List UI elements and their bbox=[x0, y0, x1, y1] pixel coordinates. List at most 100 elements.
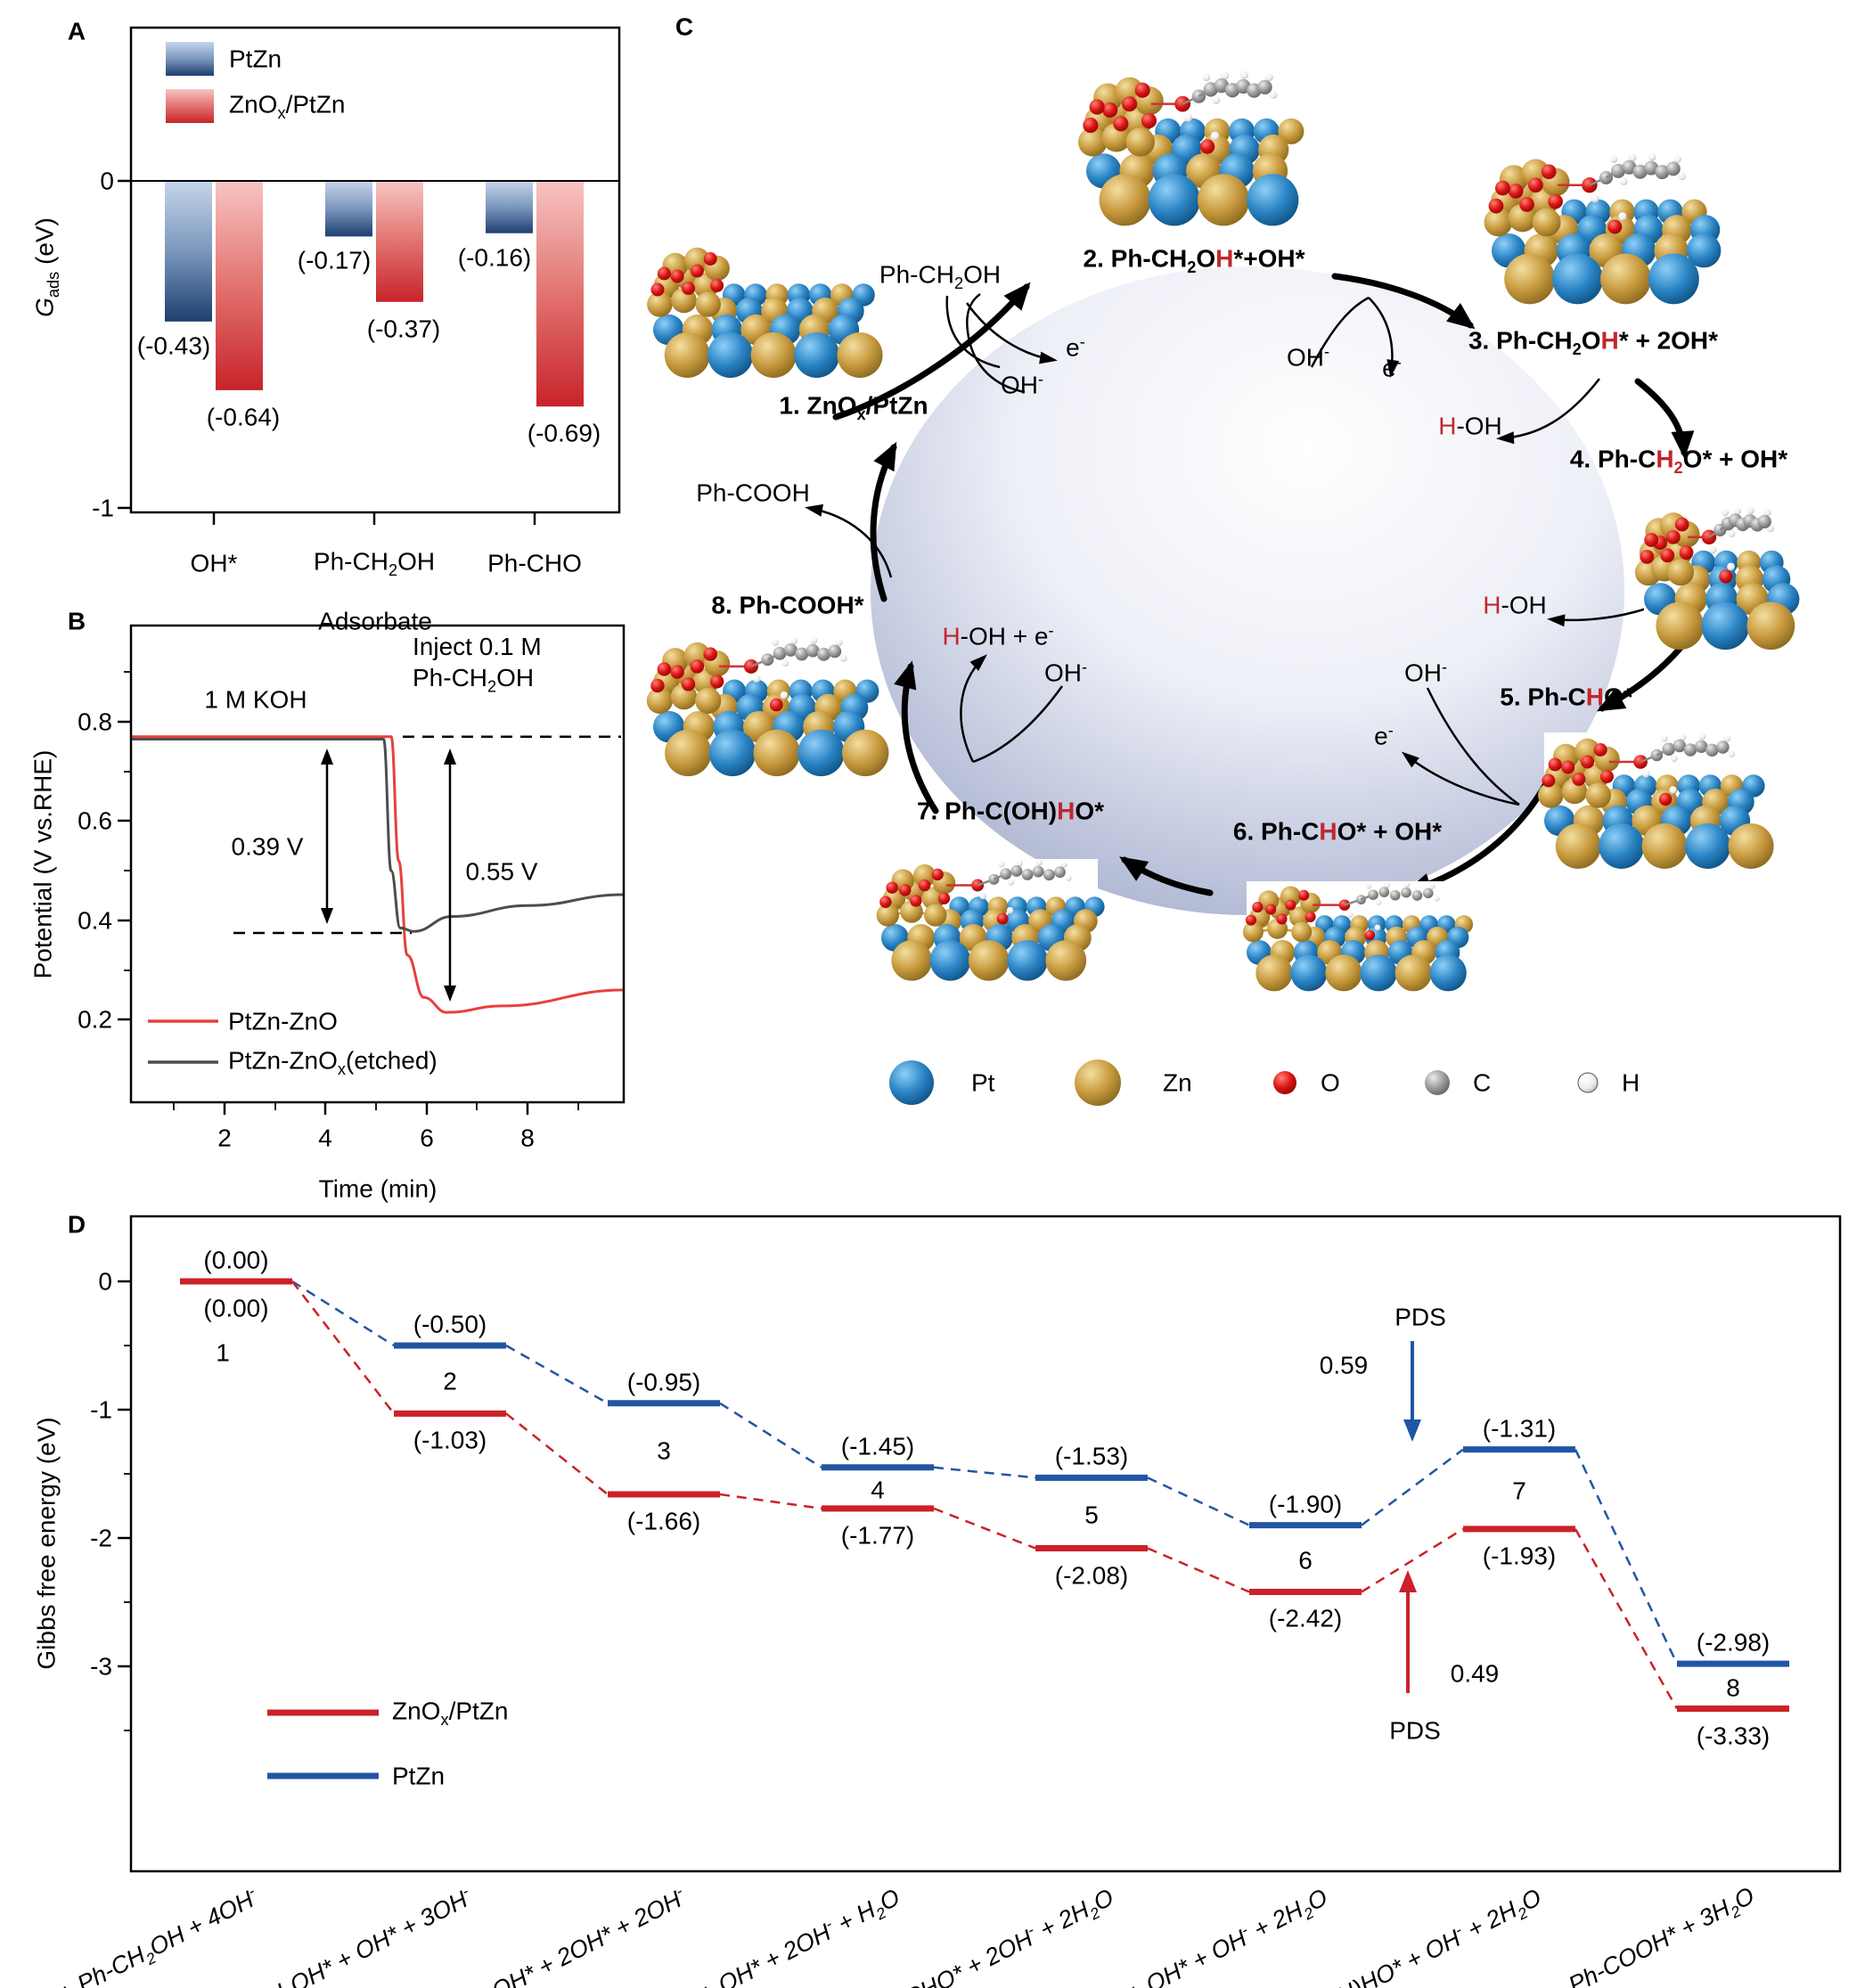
c-species-hydroxide-7: OH- bbox=[1043, 658, 1088, 687]
c-step-7-label: 7. Ph-C(OH)HO* bbox=[916, 797, 1105, 825]
slab-step-6 bbox=[1242, 881, 1474, 992]
slab-step-2 bbox=[1078, 70, 1305, 226]
panel-d-letter: D bbox=[67, 1210, 86, 1239]
panel-d-levels bbox=[180, 1278, 1789, 1713]
d-value-ptzn: (-0.95) bbox=[626, 1368, 701, 1396]
d-connector-PtZn bbox=[1574, 1449, 1679, 1665]
a-bar-value-znox-ptzn: (-0.64) bbox=[206, 403, 281, 431]
b-curve-PtZn-ZnO bbox=[132, 735, 624, 1014]
b-x-axis-title: Time (min) bbox=[318, 1174, 438, 1203]
a-bar-value-ptzn: (-0.43) bbox=[136, 331, 211, 360]
atom-legend-spheres bbox=[889, 1059, 1599, 1106]
slab-step-1 bbox=[647, 241, 883, 378]
d-ytick: -1 bbox=[90, 1395, 112, 1424]
a-ytick-neg1: -1 bbox=[92, 494, 114, 522]
panel-d-minor-ticks bbox=[124, 1345, 131, 1731]
c-species-electron-5: e- bbox=[1374, 721, 1394, 750]
atom-sphere-H bbox=[1577, 1072, 1599, 1093]
c-species-electron-2: e- bbox=[1382, 353, 1402, 382]
atom-sphere-C bbox=[1425, 1070, 1450, 1095]
d-connector-PtZn bbox=[933, 1466, 1036, 1479]
d-value-znox-ptzn: (-2.42) bbox=[1268, 1604, 1343, 1632]
d-step-number: 7 bbox=[1512, 1477, 1526, 1505]
d-pds-label-znox-ptzn: PDS bbox=[1389, 1716, 1441, 1745]
c-atom-label-Pt: Pt bbox=[971, 1068, 995, 1097]
catalytic-cycle-circle bbox=[871, 266, 1624, 915]
d-pds-value-ptzn: 0.59 bbox=[1319, 1351, 1369, 1379]
bar-znox-ptzn-Ph-CHO bbox=[536, 181, 584, 407]
a-y-axis-title: Gads (eV) bbox=[30, 217, 62, 317]
a-legend-label-znox-ptzn: ZnOx/PtZn bbox=[229, 90, 346, 122]
b-ytick: 0.2 bbox=[78, 1005, 112, 1034]
atom-sphere-Pt bbox=[889, 1060, 934, 1105]
b-ytick: 0.6 bbox=[78, 806, 112, 835]
d-connector-PtZn bbox=[1361, 1448, 1464, 1526]
b-xtick: 8 bbox=[520, 1124, 535, 1152]
panel-b-major-ticks bbox=[118, 720, 529, 1115]
a-bar-value-ptzn: (-0.17) bbox=[297, 246, 372, 274]
panel-c-graphics bbox=[646, 70, 1800, 1106]
c-step-1-label: 1. ZnOx/PtZn bbox=[779, 391, 928, 423]
a-ytick-0: 0 bbox=[100, 167, 114, 195]
legend-swatch-ptzn bbox=[166, 42, 214, 76]
slab-step-4 bbox=[1634, 506, 1800, 650]
atom-sphere-Zn bbox=[1075, 1059, 1121, 1106]
c-species-water-3: H-OH bbox=[1438, 412, 1502, 440]
bar-ptzn-OH* bbox=[165, 181, 212, 322]
catalyst-slab-images bbox=[646, 70, 1800, 992]
b-curve-PtZn-ZnOx(etched) bbox=[132, 738, 624, 933]
d-y-axis-title: Gibbs free energy (eV) bbox=[32, 1417, 61, 1670]
d-value-ptzn: (-1.45) bbox=[840, 1432, 915, 1460]
d-pds-label-ptzn: PDS bbox=[1395, 1303, 1446, 1331]
slab-step-3 bbox=[1484, 152, 1722, 305]
panel-b-letter: B bbox=[67, 607, 86, 635]
c-step-6-label: 6. Ph-CHO* + OH* bbox=[1232, 817, 1443, 846]
b-y-axis-title: Potential (V vs.RHE) bbox=[29, 749, 57, 979]
d-pds-value-znox-ptzn: 0.49 bbox=[1450, 1659, 1500, 1688]
d-connector-ZnOx/PtZn bbox=[1147, 1547, 1250, 1593]
c-step-5-label: 5. Ph-CHO* bbox=[1500, 683, 1633, 711]
c-atom-label-O: O bbox=[1321, 1068, 1340, 1097]
bar-znox-ptzn-Ph-CH₂OH bbox=[376, 181, 423, 302]
b-xtick: 4 bbox=[318, 1124, 332, 1152]
d-value-ptzn: (-1.90) bbox=[1268, 1490, 1343, 1518]
d-step-number: 3 bbox=[657, 1436, 671, 1465]
d-connector-PtZn bbox=[1147, 1477, 1250, 1526]
d-value-znox-ptzn: (-3.33) bbox=[1696, 1722, 1771, 1750]
panel-a-ticks bbox=[118, 179, 536, 525]
b-arrow-value-right: 0.55 V bbox=[465, 857, 538, 886]
c-atom-label-Zn: Zn bbox=[1163, 1068, 1192, 1097]
c-atom-label-H: H bbox=[1622, 1068, 1640, 1097]
slab-step-7 bbox=[876, 859, 1105, 981]
d-connector-ZnOx/PtZn bbox=[505, 1412, 609, 1496]
a-bar-value-znox-ptzn: (-0.37) bbox=[366, 315, 441, 343]
panel-b-graphics bbox=[118, 624, 626, 1115]
d-connector-ZnOx/PtZn bbox=[719, 1493, 822, 1510]
d-ytick: -3 bbox=[90, 1652, 112, 1681]
d-value-znox-ptzn: (0.00) bbox=[203, 1294, 269, 1322]
a-legend-label-ptzn: PtZn bbox=[229, 45, 282, 73]
c-species-hydroxide-5: OH- bbox=[1403, 658, 1448, 687]
a-category-label: Ph-CH2OH bbox=[313, 547, 436, 579]
bar-ptzn-Ph-CHO bbox=[486, 181, 533, 233]
panel-b-minor-ticks bbox=[124, 671, 579, 1110]
b-xtick: 2 bbox=[217, 1124, 232, 1152]
bar-ptzn-Ph-CH₂OH bbox=[325, 181, 372, 237]
d-xlabel-state-1: * + Ph-CH2OH + 4OH- bbox=[40, 1882, 258, 1988]
c-step-4-label: 4. Ph-CH2O* + OH* bbox=[1569, 445, 1788, 477]
d-value-ptzn: (-2.98) bbox=[1696, 1628, 1771, 1657]
d-connector-ZnOx/PtZn bbox=[1361, 1527, 1464, 1593]
a-bar-value-ptzn: (-0.16) bbox=[457, 243, 532, 272]
panel-b-curves bbox=[132, 735, 624, 1014]
bar-znox-ptzn-OH* bbox=[216, 181, 263, 390]
c-species-phch2oh-in: Ph-CH2OH bbox=[879, 260, 1002, 292]
panel-d-frame bbox=[129, 1215, 1842, 1873]
b-xtick: 6 bbox=[420, 1124, 434, 1152]
c-step-8-label: 8. Ph-COOH* bbox=[711, 591, 864, 619]
b-annotation-inject: Inject 0.1 M Ph-CH2OH bbox=[413, 633, 542, 696]
b-annotation-koh: 1 M KOH bbox=[204, 685, 307, 714]
d-value-znox-ptzn: (-1.93) bbox=[1482, 1542, 1557, 1570]
